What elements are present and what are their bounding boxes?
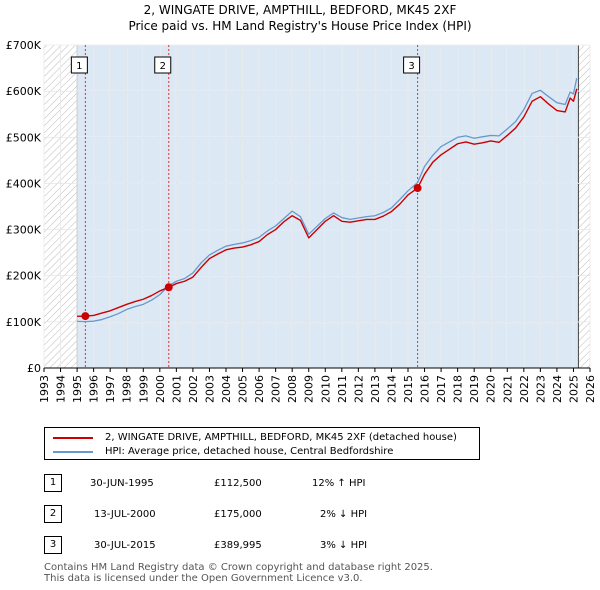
transaction-hpi: 3% ↓ HPI	[320, 540, 368, 551]
x-tick-label: 1996	[88, 375, 101, 403]
x-tick-label: 2018	[452, 375, 465, 403]
x-tick-label: 2022	[518, 375, 531, 403]
transaction-number: 2	[44, 505, 62, 523]
property-price-line	[77, 88, 578, 318]
y-tick-label: £400K	[6, 177, 42, 190]
y-tick-label: £300K	[6, 224, 42, 237]
x-tick-label: 1993	[38, 375, 51, 403]
x-tick-label: 2008	[286, 375, 299, 403]
x-tick-label: 2007	[270, 375, 283, 403]
transaction-badge-label: 1	[76, 61, 82, 72]
x-tick-label: 2012	[352, 375, 365, 403]
transaction-badge	[154, 56, 172, 74]
transaction-price: £175,000	[214, 509, 262, 520]
legend: 2, WINGATE DRIVE, AMPTHILL, BEDFORD, MK4…	[44, 427, 480, 460]
transaction-number: 3	[44, 536, 62, 554]
x-tick-label: 2023	[534, 375, 547, 403]
x-tick-label: 2025	[567, 375, 580, 403]
transaction-hpi: 2% ↓ HPI	[320, 509, 368, 520]
transaction-number: 1	[44, 474, 62, 492]
footer-licence: This data is licensed under the Open Gov…	[44, 573, 363, 584]
transaction-price: £112,500	[214, 478, 262, 489]
x-tick-label: 2006	[253, 375, 266, 403]
x-tick-label: 2000	[154, 375, 167, 403]
x-tick-label: 1997	[104, 375, 117, 403]
x-tick-label: 2015	[402, 375, 415, 403]
x-tick-label: 2004	[220, 375, 233, 403]
y-tick-label: £100K	[6, 316, 42, 329]
hpi-line	[77, 78, 578, 323]
x-tick-label: 2001	[170, 375, 183, 403]
y-tick-label: £500K	[6, 131, 42, 144]
x-tick-label: 2011	[336, 375, 349, 403]
transaction-point	[413, 184, 422, 193]
x-tick-label: 2003	[203, 375, 216, 403]
hatch-right	[578, 45, 590, 368]
transaction-badge	[70, 56, 88, 74]
transaction-badge	[403, 56, 421, 74]
x-tick-label: 2024	[551, 375, 564, 403]
legend-label-hpi: HPI: Average price, detached house, Cent…	[105, 446, 394, 457]
transaction-date: 13-JUL-2000	[94, 509, 156, 520]
ownership-shade	[77, 45, 579, 368]
x-tick-label: 2017	[435, 375, 448, 403]
transaction-point	[81, 312, 90, 321]
legend-label-property: 2, WINGATE DRIVE, AMPTHILL, BEDFORD, MK4…	[105, 432, 457, 443]
chart-title: 2, WINGATE DRIVE, AMPTHILL, BEDFORD, MK4…	[143, 3, 457, 17]
transaction-point	[164, 283, 173, 292]
x-tick-label: 2009	[303, 375, 316, 403]
price-chart: 1 2 3 1993 1994 1995 1996 1997 1998 1999 2000 2001…	[6, 39, 597, 403]
transaction-date: 30-JUN-1995	[90, 478, 154, 489]
x-tick-label: 1999	[137, 375, 150, 403]
transaction-badge-label: 2	[160, 61, 166, 72]
x-tick-label: 2005	[237, 375, 250, 403]
x-tick-label: 1995	[71, 375, 84, 403]
legend-swatch-hpi	[53, 451, 93, 453]
transaction-date: 30-JUL-2015	[94, 540, 156, 551]
x-tick-label: 2026	[584, 375, 597, 403]
x-tick-label: 1998	[121, 375, 134, 403]
x-tick-label: 1994	[55, 375, 68, 403]
x-tick-label: 2016	[419, 375, 432, 403]
footer-copyright: Contains HM Land Registry data © Crown c…	[44, 562, 433, 573]
transaction-badge-label: 3	[408, 61, 414, 72]
chart-subtitle: Price paid vs. HM Land Registry's House …	[128, 19, 472, 33]
legend-swatch-property	[53, 437, 93, 439]
y-tick-label: £0	[27, 362, 41, 375]
x-tick-label: 2019	[468, 375, 481, 403]
x-tick-label: 2021	[501, 375, 514, 403]
y-tick-label: £200K	[6, 270, 42, 283]
x-tick-label: 2013	[369, 375, 382, 403]
y-tick-label: £700K	[6, 39, 42, 52]
transaction-hpi: 12% ↑ HPI	[312, 478, 366, 489]
transaction-price: £389,995	[214, 540, 262, 551]
y-tick-label: £600K	[6, 85, 42, 98]
x-tick-label: 2010	[319, 375, 332, 403]
x-tick-label: 2002	[187, 375, 200, 403]
x-tick-label: 2014	[385, 375, 398, 403]
x-tick-label: 2020	[485, 375, 498, 403]
